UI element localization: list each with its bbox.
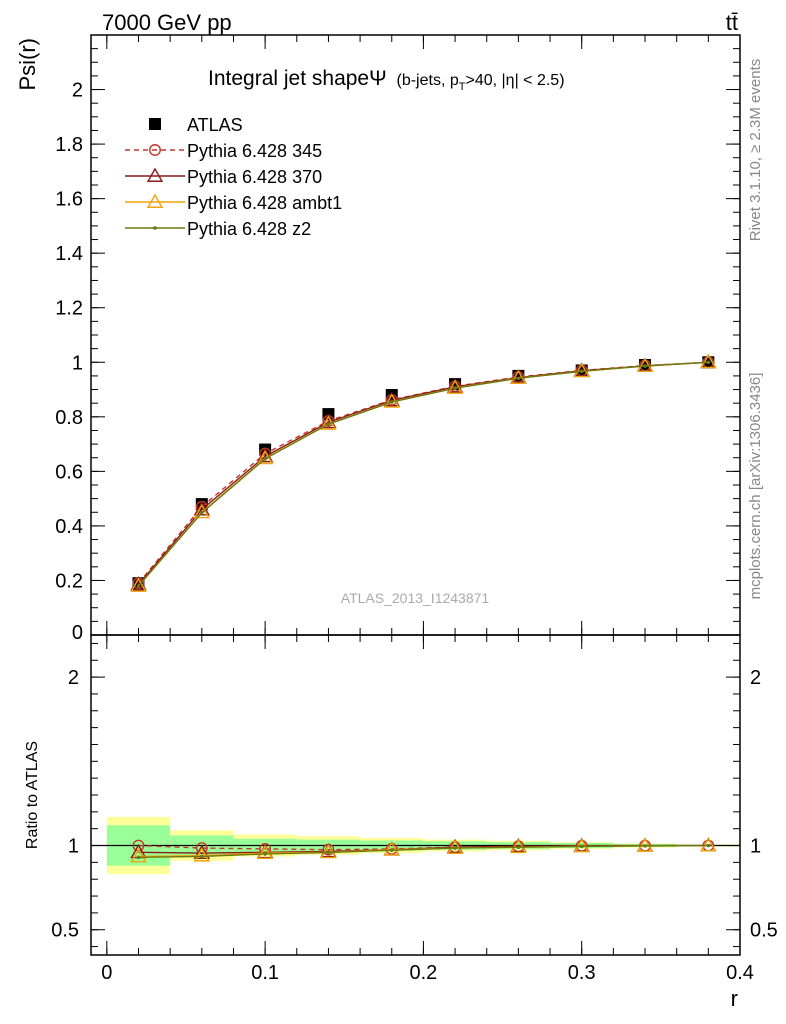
ratio-series-point — [579, 844, 584, 849]
ratio-series-point — [636, 837, 654, 852]
ratio-tick-label-right: 1 — [750, 836, 761, 858]
ratio-series-point — [453, 846, 457, 850]
y-tick-label: 1.2 — [55, 298, 83, 320]
ratio-tick-label: 2 — [68, 667, 79, 689]
ratio-frame — [90, 634, 741, 956]
series-point — [263, 457, 267, 461]
ratio-tick-label-right: 0.5 — [750, 920, 778, 942]
series-point — [193, 503, 211, 519]
ratio-series-point — [263, 852, 267, 856]
y-tick-label: 0.2 — [55, 570, 83, 592]
main-panel: 0 0.2 0.4 0.6 0.8 1 1.2 1.4 1.6 1.8 2 Integral jet… — [15, 34, 741, 644]
ratio-tick-label: 0.5 — [51, 920, 79, 942]
y-tick-label: 0.6 — [55, 461, 83, 483]
legend: ATLAS Pythia 6.428 345 Pythia 6.428 370 Pyt… — [125, 115, 342, 239]
ratio-tick-label: 1 — [68, 836, 79, 858]
ratio-series-line — [138, 844, 709, 859]
ratio-series-point — [130, 848, 147, 863]
ratio-axes: 0.5 0.5 1 1 2 2 — [51, 642, 778, 948]
ratio-series-point — [446, 839, 464, 855]
y-tick-label: 1 — [72, 352, 83, 374]
ratio-series — [130, 837, 717, 863]
series-point — [700, 353, 717, 369]
main-series — [130, 353, 717, 592]
process-label: tt̄ — [726, 10, 738, 35]
chart-title: Integral jet shapeΨ (b-jets, pT>40, |η| … — [208, 67, 565, 93]
x-tick-label: 0.3 — [568, 962, 596, 984]
series-point — [510, 369, 527, 385]
legend-label: Pythia 6.428 370 — [187, 167, 322, 187]
y-tick-label: 0 — [72, 622, 83, 644]
ratio-series-point — [326, 850, 331, 855]
legend-label: Pythia 6.428 ambt1 — [187, 193, 342, 213]
series-point — [579, 369, 584, 374]
ratio-tick-label-right: 2 — [750, 667, 761, 689]
y-tick-label: 1.4 — [55, 243, 83, 265]
y-tick-label: 0.8 — [55, 407, 83, 429]
series-point — [136, 584, 141, 588]
series-line — [137, 361, 709, 587]
legend-marker — [149, 144, 161, 156]
y-tick-label: 1.6 — [55, 189, 83, 211]
ratio-series-point — [383, 841, 400, 856]
source-label: mcplots.cern.ch [arXiv:1306.3436] — [747, 373, 764, 600]
series-point — [326, 422, 331, 426]
series-point — [256, 447, 274, 463]
series-point — [200, 511, 204, 515]
ratio-series-point — [193, 844, 211, 860]
legend-label: Pythia 6.428 z2 — [187, 219, 311, 239]
energy-label: 7000 GeV pp — [102, 10, 232, 35]
ratio-series-point — [706, 843, 711, 848]
legend-label: Pythia 6.428 345 — [187, 141, 322, 161]
x-tick-label: 0.1 — [251, 962, 279, 984]
y-tick-label: 1.8 — [55, 134, 83, 156]
x-axis-label: r — [731, 986, 738, 1011]
series-point — [643, 364, 647, 368]
legend-marker — [153, 226, 157, 230]
main-axes: 0 0.2 0.4 0.6 0.8 1 1.2 1.4 1.6 1.8 2 — [55, 34, 740, 644]
ratio-panel: 0.5 0.5 1 1 2 2 Ratio to ATLAS — [24, 634, 778, 956]
ratio-series-point — [320, 843, 337, 859]
series-point — [453, 386, 457, 390]
legend-marker-atlas — [149, 118, 161, 130]
x-axis: 0 0.1 0.2 0.3 0.4 — [101, 35, 754, 984]
series-point — [706, 360, 711, 365]
analysis-watermark: ATLAS_2013_I1243871 — [341, 590, 490, 606]
ratio-series-point — [389, 848, 394, 853]
ratio-series-point — [516, 845, 521, 850]
ratio-series-point — [573, 837, 590, 853]
ratio-series-point — [256, 844, 274, 860]
legend-marker — [146, 167, 164, 182]
y-axis-label: Psi(r) — [15, 38, 40, 91]
ratio-series-point — [200, 854, 204, 859]
ratio-axis-label: Ratio to ATLAS — [24, 741, 41, 849]
rivet-label: Rivet 3.1.10, ≥ 2.3M events — [747, 59, 764, 242]
x-tick-label: 0.2 — [410, 962, 438, 984]
x-tick-label: 0.4 — [726, 962, 754, 984]
ratio-series-point — [643, 844, 647, 848]
y-tick-label: 0.4 — [55, 516, 83, 538]
series-point — [389, 400, 394, 404]
series-point — [516, 376, 521, 381]
y-tick-label: 2 — [72, 80, 83, 102]
x-tick-label: 0 — [101, 962, 112, 984]
ratio-series-point — [136, 855, 141, 860]
ratio-series-point — [700, 837, 717, 852]
legend-label: ATLAS — [187, 115, 243, 135]
series-point — [320, 413, 337, 429]
ratio-series-point — [193, 847, 211, 862]
series-point — [130, 577, 147, 592]
legend-marker — [146, 193, 164, 208]
ratio-series-point — [510, 838, 527, 854]
